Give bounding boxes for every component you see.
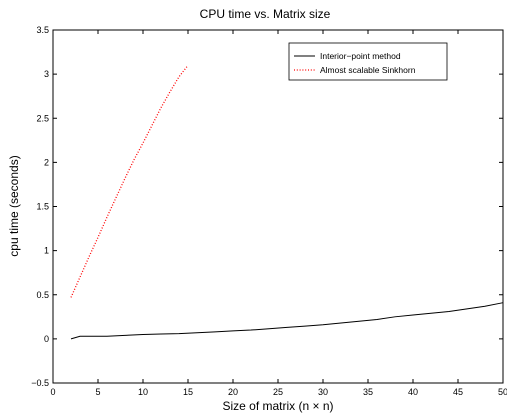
y-axis-label: cpu time (seconds) [7,155,21,256]
y-tick-label: 1 [44,246,49,256]
plot-area [52,29,504,384]
x-tick-label: 30 [318,387,328,397]
x-tick-label: 10 [138,387,148,397]
y-tick-label: −0.5 [31,378,49,388]
x-tick-label: 15 [183,387,193,397]
x-tick-label: 5 [95,387,100,397]
y-tick-label: 2 [44,157,49,167]
series-line-sinkhorn [70,64,189,298]
x-tick-label: 20 [228,387,238,397]
y-tick-label: 0 [44,334,49,344]
x-tick-label: 45 [453,387,463,397]
series-layer [70,64,504,340]
y-tick-label: 2.5 [36,113,49,123]
x-tick-label: 50 [498,387,507,397]
y-tick-label: 3.5 [36,25,49,35]
chart-title: CPU time vs. Matrix size [200,7,331,21]
y-tick-label: 0.5 [36,290,49,300]
x-tick-label: 35 [363,387,373,397]
y-axis-ticks: −0.5 0 0.5 1 1.5 2 2.5 3 3.5 [31,25,503,388]
x-tick-label: 40 [408,387,418,397]
series-line-interior-point [70,302,504,340]
x-tick-label: 0 [50,387,55,397]
legend-label-interior-point: Interior−point method [320,51,401,61]
x-axis-label: Size of matrix (n × n) [222,399,333,413]
x-axis-ticks: 0 5 10 15 20 25 30 35 40 45 50 [50,30,507,397]
legend: Interior−point method Almost scalable Si… [288,42,448,81]
y-tick-label: 3 [44,69,49,79]
legend-box [288,42,448,81]
legend-label-sinkhorn: Almost scalable Sinkhorn [320,65,416,75]
y-tick-label: 1.5 [36,202,49,212]
x-tick-label: 25 [273,387,283,397]
